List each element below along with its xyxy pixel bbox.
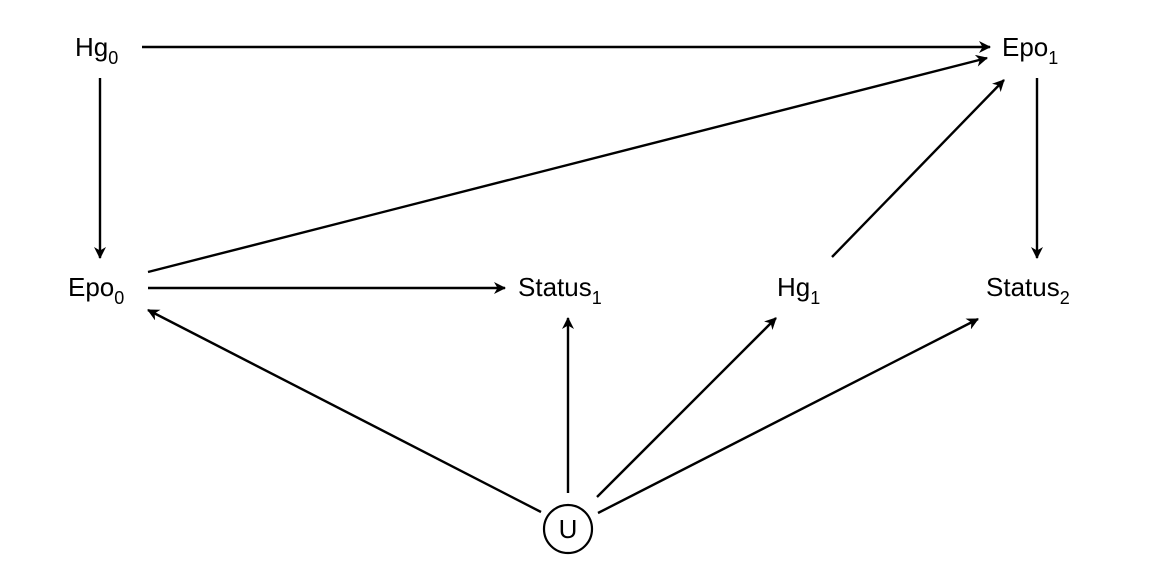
node-u-label: U — [559, 514, 578, 544]
nodes-layer: Hg0 Epo1 Epo0 Status1 Hg1 Status2 U — [68, 32, 1070, 555]
edge-u-to-epo0 — [147, 308, 542, 514]
node-hg0-subscript: 0 — [108, 48, 118, 68]
node-hg1: Hg1 — [777, 272, 820, 308]
node-u: U — [542, 503, 594, 555]
node-hg0: Hg0 — [75, 32, 118, 68]
edge-u-to-hg1 — [596, 317, 777, 498]
node-epo1-subscript: 1 — [1048, 48, 1058, 68]
node-status1: Status1 — [518, 272, 602, 308]
node-status2-main: Status — [986, 272, 1060, 302]
edge-epo0-to-epo1 — [147, 54, 988, 274]
node-status2-subscript: 2 — [1060, 288, 1070, 308]
node-epo0-main: Epo — [68, 272, 114, 302]
node-epo0-subscript: 0 — [114, 288, 124, 308]
node-hg1-main: Hg — [777, 272, 810, 302]
node-epo1-main: Epo — [1002, 32, 1048, 62]
node-hg0-main: Hg — [75, 32, 108, 62]
node-epo0: Epo0 — [68, 272, 124, 308]
node-u-circle — [542, 503, 594, 555]
edge-u-to-status2 — [597, 317, 979, 515]
node-status2: Status2 — [986, 272, 1070, 308]
edge-hg1-to-epo1 — [831, 79, 1005, 258]
node-status1-main: Status — [518, 272, 592, 302]
node-hg1-subscript: 1 — [810, 288, 820, 308]
node-epo1: Epo1 — [1002, 32, 1058, 68]
edges-layer — [94, 41, 1043, 515]
node-status1-subscript: 1 — [592, 288, 602, 308]
